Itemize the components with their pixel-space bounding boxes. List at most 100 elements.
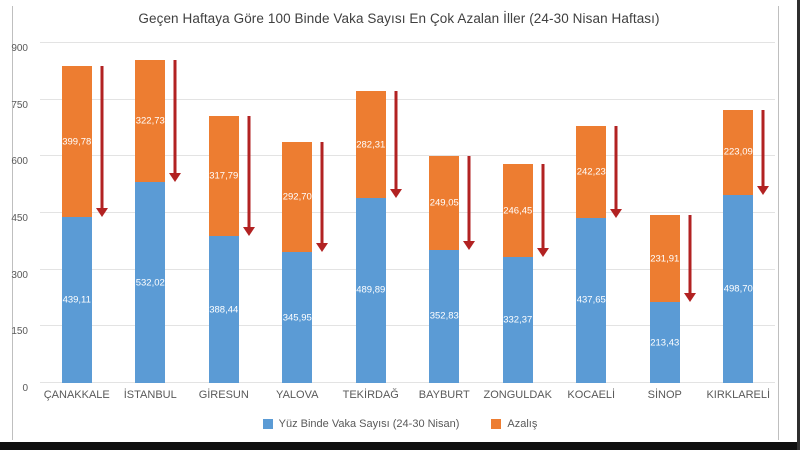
bar-segment-decrease: 292,70	[282, 141, 313, 253]
decrease-arrow-head	[95, 208, 108, 218]
x-category-label: KOCAELİ	[567, 389, 616, 401]
bar-value-label-decrease: 322,73	[135, 115, 165, 127]
bar-segment-decrease: 231,91	[649, 214, 680, 303]
x-category-label: TEKİRDAĞ	[342, 389, 399, 401]
bar-segment-decrease: 282,31	[355, 91, 386, 198]
decrease-arrow-icon	[463, 155, 476, 250]
decrease-arrow-line	[761, 110, 765, 189]
bar-value-label-case: 213,43	[650, 337, 680, 349]
bar-slot: 352,83 249,05	[408, 43, 482, 383]
decrease-arrow-head	[389, 188, 402, 198]
decrease-arrow-icon	[95, 66, 108, 218]
bar-segment-decrease: 317,79	[208, 116, 239, 237]
bar-value-label-decrease: 242,23	[576, 166, 606, 178]
y-gridline	[40, 155, 775, 157]
legend: Yüz Binde Vaka Sayısı (24-30 Nisan) Azal…	[0, 418, 800, 430]
decrease-arrow-icon	[757, 110, 770, 195]
bar-value-label-decrease: 246,45	[503, 205, 533, 217]
legend-label-decrease: Azalış	[507, 418, 538, 430]
bar-segment-decrease: 399,78	[61, 66, 92, 218]
y-axis: 0 150 300 450 600 750 900	[11, 43, 28, 394]
x-category-label: İSTANBUL	[123, 389, 177, 401]
decrease-arrow-line	[247, 116, 251, 231]
x-category-label: ZONGULDAK	[483, 389, 552, 401]
bar-segment-case: 532,02	[135, 182, 166, 383]
screen-edge-right	[797, 0, 800, 450]
decrease-arrow-head	[536, 248, 549, 258]
x-category-label: KIRKLARELİ	[706, 389, 771, 401]
bar-slot: 532,02 322,73	[114, 43, 188, 383]
bar-segment-case: 489,89	[355, 197, 386, 383]
x-category-label: BAYBURT	[418, 389, 470, 401]
decrease-arrow-head	[610, 208, 623, 218]
x-axis: ÇANAKKALE İSTANBUL GİRESUN YALOVA TEKİRDAĞ BA…	[40, 389, 775, 407]
bar-value-label-decrease: 231,91	[650, 253, 680, 265]
bar-segment-decrease: 242,23	[576, 126, 607, 218]
x-category-label: SİNOP	[647, 389, 682, 401]
y-gridline	[40, 382, 775, 383]
bar-slot: 498,70 223,09	[702, 43, 776, 383]
bar-value-label-case: 532,02	[135, 277, 165, 288]
decrease-arrow-head	[316, 243, 329, 253]
y-gridline	[40, 98, 775, 100]
decrease-arrow-icon	[316, 141, 329, 253]
bar-segment-case: 498,70	[723, 194, 754, 383]
bar-slot: 332,37 246,45	[481, 43, 555, 383]
bar-segment-case: 213,43	[649, 302, 680, 383]
bar-segment-decrease: 322,73	[135, 60, 166, 183]
legend-item-decrease: Azalış	[491, 418, 537, 430]
decrease-arrow-icon	[610, 126, 623, 218]
y-gridline	[40, 212, 775, 213]
bar-value-label-case: 345,95	[282, 312, 312, 324]
bar-value-label-case: 439,11	[62, 294, 91, 306]
legend-label-case: Yüz Binde Vaka Sayısı (24-30 Nisan)	[278, 418, 460, 430]
chart-title: Geçen Haftaya Göre 100 Binde Vaka Sayısı…	[138, 11, 660, 26]
decrease-arrow-line	[614, 126, 618, 212]
x-category-label: GİRESUN	[198, 389, 249, 401]
decrease-arrow-line	[320, 141, 324, 247]
bar-segment-decrease: 246,45	[502, 164, 533, 258]
y-gridline	[40, 268, 775, 270]
decrease-arrow-head	[242, 227, 255, 237]
bar-value-label-decrease: 282,31	[356, 139, 386, 151]
decrease-arrow-icon	[389, 91, 402, 198]
bar-value-label-case: 352,83	[429, 310, 459, 322]
decrease-arrow-icon	[536, 164, 549, 258]
bar-segment-case: 332,37	[502, 257, 533, 383]
decrease-arrow-head	[169, 173, 182, 183]
bar-slot: 213,43 231,91	[628, 43, 702, 383]
decrease-arrow-line	[467, 155, 471, 244]
bar-value-label-case: 437,65	[576, 294, 606, 306]
decrease-arrow-head	[757, 185, 770, 195]
bar-value-label-decrease: 399,78	[62, 136, 92, 148]
bar-slot: 439,11 399,78	[40, 43, 114, 383]
decrease-arrow-head	[683, 293, 696, 303]
plot-area: 439,11 399,78 532,02 322,73 388,44 317,79 345,…	[40, 42, 776, 383]
decrease-arrow-line	[394, 91, 398, 192]
bar-value-label-decrease: 292,70	[282, 191, 312, 203]
x-category-label: YALOVA	[276, 389, 319, 401]
bar-segment-case: 352,83	[429, 249, 460, 383]
legend-swatch-decrease	[491, 419, 502, 429]
legend-swatch-case	[262, 419, 273, 429]
bar-slot: 489,89 282,31	[334, 43, 408, 383]
bar-value-label-decrease: 317,79	[209, 170, 239, 182]
bar-segment-case: 345,95	[282, 252, 313, 383]
x-category-label: ÇANAKKALE	[43, 389, 110, 401]
screen-edge-bottom	[0, 442, 800, 450]
chart-frame-border-right	[778, 6, 779, 440]
bar-slot: 437,65 242,23	[555, 43, 629, 383]
bar-value-label-case: 388,44	[209, 304, 239, 316]
bar-value-label-decrease: 223,09	[723, 146, 753, 158]
bar-segment-decrease: 249,05	[429, 155, 460, 250]
decrease-arrow-line	[173, 60, 177, 177]
bar-segment-case: 437,65	[576, 217, 607, 383]
bar-slot: 388,44 317,79	[187, 43, 261, 383]
decrease-arrow-line	[688, 214, 692, 297]
bar-value-label-decrease: 249,05	[429, 197, 459, 209]
bar-value-label-case: 332,37	[503, 314, 533, 326]
decrease-arrow-icon	[242, 116, 255, 237]
bar-slot: 345,95 292,70	[261, 43, 335, 383]
decrease-arrow-line	[100, 66, 104, 212]
